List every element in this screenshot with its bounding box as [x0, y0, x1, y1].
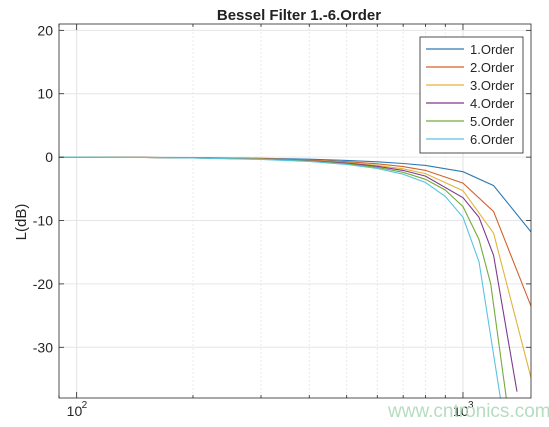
- legend-label-1: 1.Order: [470, 42, 515, 57]
- legend-box: [419, 36, 524, 154]
- y-tick-label: -20: [33, 276, 53, 292]
- y-tick-label: -30: [33, 339, 53, 355]
- chart-title: Bessel Filter 1.-6.Order: [217, 7, 381, 24]
- x-tick-label-exponent: 2: [82, 400, 88, 411]
- y-tick-label: 0: [45, 149, 53, 165]
- y-tick-label: -10: [33, 213, 53, 229]
- x-tick-label: 10: [453, 403, 469, 419]
- legend-label-5: 5.Order: [470, 114, 515, 129]
- legend-label-2: 2.Order: [470, 60, 515, 75]
- x-tick-label-exponent: 3: [468, 400, 474, 411]
- y-tick-label: 10: [37, 86, 53, 102]
- watermark-text: www.cntronics.com: [387, 401, 549, 422]
- y-axis-label: L(dB): [13, 204, 30, 241]
- legend-label-3: 3.Order: [470, 78, 515, 93]
- y-tick-label: 20: [37, 22, 53, 38]
- legend: 1.Order 2.Order 3.Order 4.Order 5.Order 6.Ord…: [419, 36, 524, 154]
- x-tick-label: 10: [67, 403, 83, 419]
- legend-label-4: 4.Order: [470, 96, 515, 111]
- axes-frame: [58, 23, 532, 399]
- series-line-6: [59, 156, 501, 398]
- legend-label-6: 6.Order: [470, 132, 515, 147]
- series-lines: [59, 156, 531, 398]
